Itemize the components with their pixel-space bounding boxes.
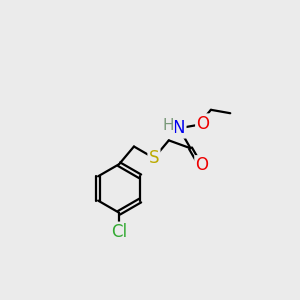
Text: Cl: Cl (111, 223, 127, 241)
Text: H: H (162, 118, 174, 133)
Text: S: S (149, 149, 159, 167)
Text: O: O (196, 156, 208, 174)
Text: N: N (173, 119, 185, 137)
Text: O: O (196, 115, 209, 133)
